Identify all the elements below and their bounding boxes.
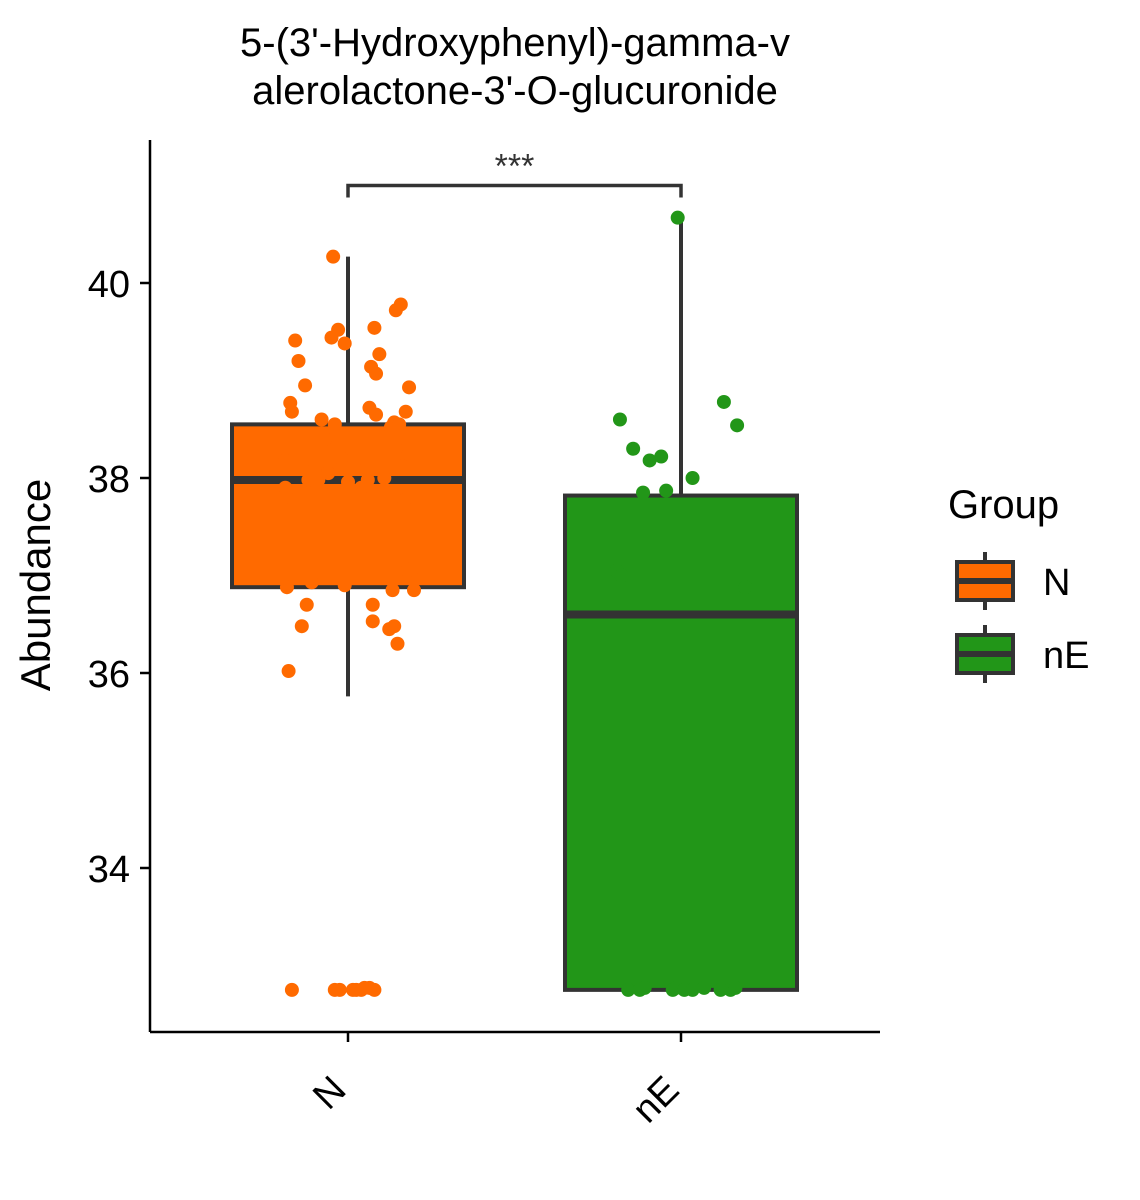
y-tick-label: 38 <box>88 459 130 501</box>
data-point <box>670 210 685 225</box>
data-point <box>365 614 380 629</box>
data-point <box>334 451 349 466</box>
data-point <box>291 354 306 368</box>
legend-key-N <box>955 552 1015 610</box>
data-point <box>392 417 407 432</box>
data-point <box>332 982 347 997</box>
data-point <box>612 412 627 427</box>
legend-title: Group <box>948 483 1059 527</box>
y-tick-label: 34 <box>88 849 130 891</box>
data-point <box>659 483 674 498</box>
series-N <box>230 249 466 997</box>
data-point <box>685 471 700 485</box>
data-point <box>278 453 293 468</box>
data-point <box>367 982 382 997</box>
data-point <box>347 461 362 476</box>
data-point <box>654 449 669 464</box>
x-tick-label: N <box>305 1069 354 1118</box>
data-point <box>367 320 382 335</box>
data-point <box>393 297 408 312</box>
data-point <box>321 466 336 481</box>
data-point <box>327 417 342 432</box>
chart-title: 5-(3'-Hydroxyphenyl)-gamma-v alerolacton… <box>240 21 790 113</box>
data-point <box>369 366 384 381</box>
data-point <box>395 459 410 474</box>
data-point <box>344 441 359 456</box>
data-point <box>642 453 657 468</box>
data-point <box>402 380 417 395</box>
data-point <box>283 532 298 547</box>
data-point <box>614 568 629 583</box>
significance-bracket <box>346 183 683 198</box>
data-point <box>281 664 296 679</box>
series-nE <box>563 210 799 997</box>
data-point <box>697 980 712 995</box>
plot-area: 34 36 38 40 N nE *** <box>88 140 880 1131</box>
data-point <box>337 336 352 351</box>
data-point <box>360 472 375 487</box>
data-point <box>407 583 421 598</box>
data-point <box>279 580 294 595</box>
data-point <box>685 982 700 997</box>
data-point <box>390 636 405 651</box>
data-point <box>304 575 319 590</box>
y-tick-label: 36 <box>88 654 130 696</box>
box <box>563 493 799 992</box>
data-point <box>621 982 636 997</box>
data-point <box>286 493 301 508</box>
data-point <box>637 980 652 995</box>
legend-label: nE <box>1043 635 1089 677</box>
data-point <box>730 418 745 433</box>
data-point <box>294 619 309 634</box>
data-point <box>388 441 403 456</box>
legend: Group NnE <box>948 483 1089 683</box>
data-point <box>626 441 641 456</box>
data-point <box>636 485 651 500</box>
data-point <box>372 347 387 362</box>
data-point <box>728 980 743 995</box>
data-point <box>713 982 728 997</box>
legend-key-nE <box>955 625 1015 683</box>
data-point <box>738 580 753 595</box>
data-point <box>314 412 329 427</box>
significance-label: *** <box>495 148 535 186</box>
y-axis-label: Abundance <box>12 479 59 692</box>
data-point <box>341 474 355 489</box>
data-point <box>284 982 299 997</box>
data-point <box>385 583 400 598</box>
data-point <box>311 472 326 487</box>
data-point <box>369 407 384 422</box>
data-point <box>365 597 380 612</box>
data-point <box>284 404 299 419</box>
data-point <box>301 472 316 487</box>
x-tick-label: nE <box>625 1069 688 1132</box>
chart-title-line-1: 5-(3'-Hydroxyphenyl)-gamma-v <box>240 21 790 65</box>
data-point <box>337 578 352 593</box>
data-point <box>278 480 293 495</box>
data-point <box>377 471 392 485</box>
data-point <box>308 461 322 476</box>
data-point <box>397 493 412 508</box>
data-point <box>326 249 341 264</box>
data-point <box>317 432 332 446</box>
data-point <box>299 597 314 612</box>
data-point <box>288 333 303 348</box>
data-point <box>387 619 402 634</box>
data-point <box>716 394 731 409</box>
data-point <box>298 378 313 393</box>
legend-label: N <box>1043 562 1070 604</box>
chart-title-line-2: alerolactone-3'-O-glucuronide <box>252 69 778 113</box>
y-tick-label: 40 <box>88 264 130 306</box>
data-point <box>398 404 413 419</box>
data-point <box>331 322 346 337</box>
data-point <box>405 561 420 576</box>
